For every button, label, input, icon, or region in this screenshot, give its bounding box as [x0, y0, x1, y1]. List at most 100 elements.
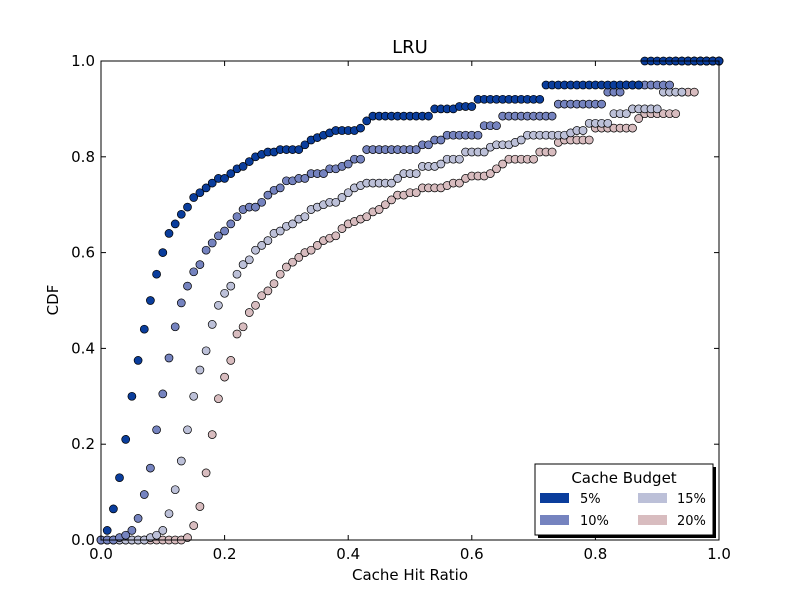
- data-point: [195, 260, 205, 269]
- data-point: [244, 157, 254, 166]
- data-point: [152, 530, 161, 540]
- data-point: [362, 116, 372, 126]
- data-point: [176, 456, 186, 466]
- data-point: [176, 298, 186, 308]
- data-point: [183, 202, 192, 212]
- data-point: [109, 504, 118, 514]
- data-point: [232, 269, 242, 279]
- data-point: [195, 365, 205, 375]
- data-point: [621, 109, 631, 119]
- legend-swatch-10: [540, 515, 569, 525]
- data-point: [665, 80, 674, 90]
- data-point: [195, 502, 205, 511]
- data-point: [238, 260, 248, 269]
- legend-label-20: 20%: [677, 514, 706, 529]
- data-point: [387, 178, 396, 188]
- data-point: [133, 356, 143, 365]
- data-point: [146, 463, 155, 473]
- data-point: [226, 219, 236, 229]
- data-point: [455, 154, 464, 164]
- legend-title: Cache Budget: [571, 469, 676, 487]
- x-tick-label: 0.8: [583, 545, 607, 563]
- data-point: [115, 473, 124, 483]
- data-point: [628, 123, 637, 133]
- data-point: [127, 526, 137, 535]
- data-point: [671, 109, 681, 119]
- data-point: [343, 159, 353, 169]
- data-point: [207, 430, 217, 439]
- data-point: [133, 514, 143, 523]
- data-point: [251, 300, 260, 310]
- data-point: [146, 296, 155, 305]
- data-point: [300, 212, 310, 222]
- data-point: [455, 178, 464, 188]
- data-point: [331, 231, 341, 241]
- data-point: [411, 188, 421, 198]
- data-point: [343, 188, 353, 198]
- data-point: [436, 135, 446, 145]
- data-point: [201, 183, 211, 193]
- data-point: [201, 346, 211, 356]
- legend-label-5: 5%: [580, 492, 601, 507]
- data-point: [282, 262, 291, 272]
- data-point: [121, 435, 131, 444]
- x-tick-label: 0.4: [336, 545, 360, 563]
- data-point: [220, 226, 229, 236]
- data-point: [207, 238, 217, 248]
- data-point: [362, 212, 372, 222]
- data-point: [158, 248, 168, 257]
- data-point: [244, 255, 254, 265]
- data-point: [207, 178, 217, 188]
- data-point: [603, 118, 613, 128]
- data-point: [244, 308, 254, 317]
- data-point: [294, 253, 304, 262]
- data-point: [597, 99, 606, 109]
- data-point: [263, 286, 273, 296]
- data-point: [189, 193, 199, 202]
- data-point: [170, 485, 180, 495]
- data-point: [214, 231, 223, 241]
- data-point: [436, 159, 446, 169]
- data-point: [300, 140, 310, 150]
- data-point: [232, 329, 242, 339]
- data-point: [164, 229, 174, 238]
- data-point: [139, 490, 149, 499]
- data-point: [288, 257, 297, 267]
- data-point: [424, 111, 433, 121]
- data-point: [485, 169, 495, 178]
- data-point: [634, 80, 644, 90]
- legend: Cache Budget 5% 10% 15% 20%: [534, 463, 716, 538]
- data-point: [214, 394, 223, 404]
- data-point: [152, 425, 161, 435]
- data-point: [220, 372, 229, 382]
- y-tick-label: 1.0: [71, 52, 95, 70]
- y-tick-label: 0.2: [71, 435, 95, 453]
- data-point: [232, 212, 242, 222]
- data-point: [294, 145, 304, 154]
- data-point: [411, 145, 421, 154]
- data-point: [492, 121, 501, 131]
- data-point: [238, 162, 248, 171]
- data-point: [201, 245, 211, 255]
- legend-label-10: 10%: [580, 514, 609, 529]
- data-point: [300, 174, 310, 183]
- data-point: [183, 425, 192, 435]
- data-point: [652, 104, 662, 114]
- data-point: [498, 159, 508, 169]
- chart-title: LRU: [392, 37, 428, 58]
- data-point: [195, 188, 205, 198]
- data-point: [189, 267, 199, 277]
- x-tick-label: 0.6: [460, 545, 484, 563]
- data-point: [275, 183, 285, 193]
- data-point: [492, 164, 501, 174]
- data-point: [257, 197, 267, 207]
- data-point: [183, 281, 192, 291]
- data-point: [312, 241, 322, 250]
- data-point: [170, 219, 180, 229]
- data-point: [257, 241, 267, 250]
- data-point: [164, 509, 174, 519]
- data-point: [189, 521, 199, 530]
- data-point: [331, 197, 341, 207]
- data-point: [275, 226, 285, 236]
- data-point: [152, 269, 161, 279]
